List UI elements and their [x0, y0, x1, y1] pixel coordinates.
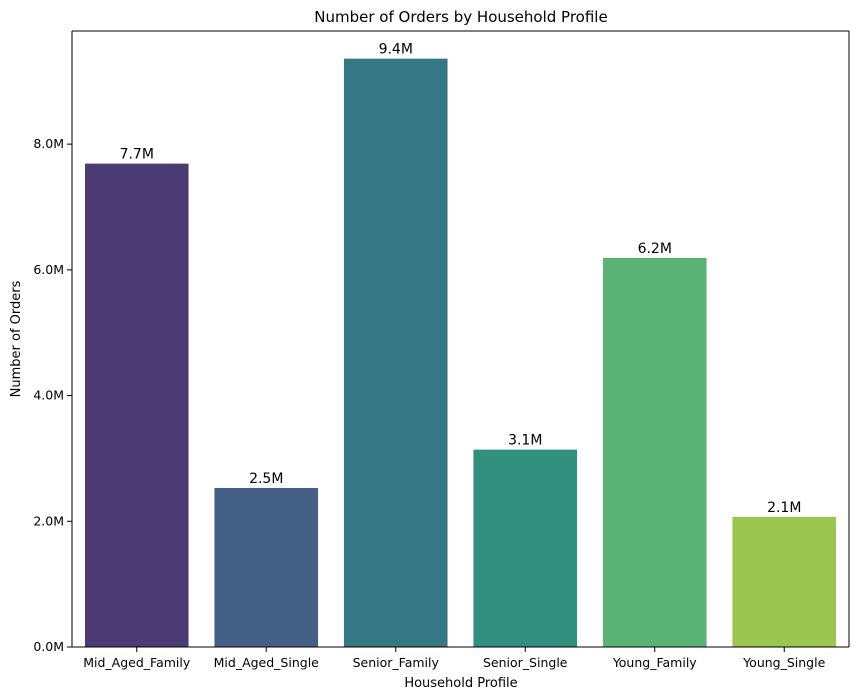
bar-young-family [602, 257, 707, 647]
x-axis-label: Household Profile [404, 676, 517, 691]
y-tick-label: 2.0M [33, 513, 64, 528]
y-tick-label: 4.0M [33, 388, 64, 403]
x-tick-label: Senior_Family [353, 655, 440, 670]
x-tick-label: Mid_Aged_Family [83, 655, 191, 670]
y-tick-label: 8.0M [33, 136, 64, 151]
bar-senior-single [473, 449, 578, 647]
bar-value-label: 7.7M [120, 147, 154, 163]
bar-mid-aged-family [84, 163, 189, 647]
bar-senior-family [343, 58, 448, 648]
y-tick-label: 0.0M [33, 639, 64, 654]
bar-value-label: 9.4M [379, 42, 413, 58]
chart-title: Number of Orders by Household Profile [314, 8, 607, 26]
x-tick-label: Young_Family [612, 655, 697, 670]
bar-value-label: 2.5M [249, 471, 283, 487]
x-tick-label: Young_Single [742, 655, 825, 670]
bar-value-label: 3.1M [508, 433, 542, 449]
bar-mid-aged-single [214, 487, 319, 647]
y-tick-label: 6.0M [33, 262, 64, 277]
bar-value-label: 6.2M [638, 241, 672, 257]
plot-area: 7.7M 2.5M 9.4M 3.1M 6.2M 2.1M 0.0M 2.0M 4.0M 6.0M… [33, 30, 850, 670]
bar-young-single [732, 516, 837, 647]
x-tick-label: Mid_Aged_Single [214, 655, 320, 670]
x-tick-label: Senior_Single [483, 655, 568, 670]
y-axis-label: Number of Orders [9, 280, 24, 397]
bar-value-label: 2.1M [767, 500, 801, 516]
